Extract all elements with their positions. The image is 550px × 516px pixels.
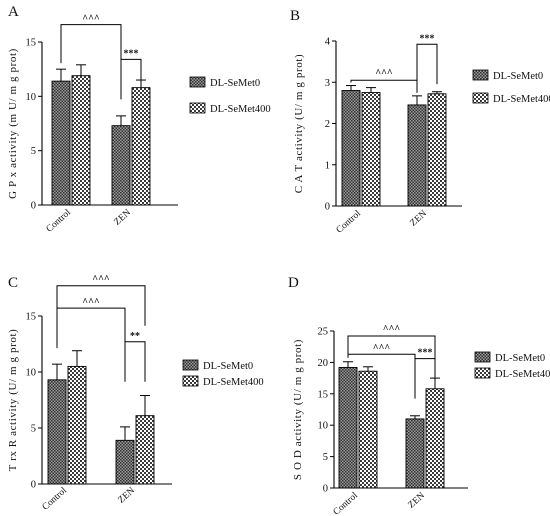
significance-label: ^^^ [373,343,391,354]
significance-bracket [120,58,142,100]
legend-swatch [189,102,206,114]
bar-dl-semet400 [358,370,378,489]
bar-dl-semet400 [425,388,445,489]
significance-bracket [347,335,436,375]
y-tick-label: 20 [318,358,329,369]
x-tick-label: ZEN [113,208,134,228]
legend-label: DL-SeMet0 [493,71,543,82]
legend-swatch [189,76,206,88]
bar-dl-semet400 [67,365,87,485]
significance-label: *** [418,348,433,359]
x-tick-label: Control [45,208,74,235]
bar-dl-semet400 [361,92,381,207]
significance-bracket [56,307,126,349]
panel-letter: B [290,8,300,24]
bar-dl-semet400 [427,93,447,207]
significance-label: ^^^ [92,274,110,285]
legend-label: DL-SeMet0 [203,361,253,372]
y-tick-label: 5 [31,424,36,435]
significance-label: *** [124,48,139,59]
legend-swatch [474,351,491,363]
y-tick-label: 10 [26,368,37,379]
y-tick-label: 2 [325,119,330,130]
x-tick-label: ZEN [117,486,138,506]
y-tick-label: 25 [318,327,329,338]
chart-panel-d: D 0 5 10 15 20 25 S O D activity (U/ m g prot) C… [288,275,550,516]
bar-dl-semet0 [111,125,131,206]
legend-swatch [474,367,491,379]
significance-label: ^^^ [383,324,401,335]
legend-swatch [472,69,489,81]
legend-label: DL-SeMet400 [210,104,271,115]
x-tick-label: ZEN [407,491,428,511]
legend-swatch [472,92,489,104]
bar-dl-semet0 [338,366,358,489]
panel-letter: D [288,275,299,291]
significance-label: ** [130,331,140,342]
bar-dl-semet0 [407,104,427,207]
legend-label: DL-SeMet400 [203,377,264,388]
legend-label: DL-SeMet0 [210,78,260,89]
legend-swatch [182,359,199,371]
significance-bracket [416,43,438,85]
significance-label: ^^^ [82,297,100,308]
y-axis-title: S O D activity (U/ m g prot) [292,339,304,480]
bar-dl-semet0 [405,418,425,489]
legend-label: DL-SeMet400 [493,94,550,105]
y-tick-label: 0 [323,484,328,495]
y-tick-label: 1 [325,160,330,171]
chart-panel-b: B 0 1 2 3 4 C A T activity (U/ m g prot) Contro… [290,8,550,236]
significance-bracket [124,341,146,382]
significance-bracket [347,353,416,395]
x-tick-label: Control [335,209,364,236]
bar-dl-semet0 [47,379,67,485]
y-tick-label: 5 [323,452,328,463]
chart-panel-a: A 0 5 10 15 G P x activity (m U/ m g prot) Con… [7,4,271,235]
significance-bracket [350,79,418,93]
y-tick-label: 0 [31,480,36,491]
y-tick-label: 4 [325,37,331,48]
significance-bracket [56,285,146,326]
y-axis-title: G P x activity (m U/ m g prot) [7,48,19,199]
legend-swatch [182,375,199,387]
significance-bracket [414,358,436,399]
bar-dl-semet400 [135,415,155,485]
legend-label: DL-SeMet400 [495,369,550,380]
panel-letter: A [8,4,19,20]
y-tick-label: 15 [26,312,37,323]
legend-label: DL-SeMet0 [495,353,545,364]
y-axis-title: T rx R activity (U/ m g prot) [7,329,19,472]
significance-label: ^^^ [82,14,100,25]
y-tick-label: 0 [31,201,36,212]
y-axis-title: C A T activity (U/ m g prot) [293,54,305,194]
bar-dl-semet0 [51,80,71,206]
significance-label: *** [420,33,435,44]
bar-dl-semet400 [71,75,91,206]
y-tick-label: 15 [26,38,37,49]
y-tick-label: 0 [325,202,330,213]
bar-dl-semet400 [131,87,151,206]
y-tick-label: 10 [318,421,329,432]
y-tick-label: 10 [26,92,37,103]
x-tick-label: Control [332,491,361,516]
panel-letter: C [8,275,18,291]
y-tick-label: 3 [325,78,330,89]
chart-panel-c: C 0 5 10 15 T rx R activity (U/ m g prot) Cont… [7,274,264,513]
significance-bracket [60,24,122,65]
x-tick-label: ZEN [409,209,430,229]
significance-label: ^^^ [375,68,393,79]
bar-dl-semet0 [341,90,361,207]
x-tick-label: Control [41,486,70,513]
bar-dl-semet0 [115,439,135,485]
y-tick-label: 5 [31,146,36,157]
y-tick-label: 15 [318,389,329,400]
